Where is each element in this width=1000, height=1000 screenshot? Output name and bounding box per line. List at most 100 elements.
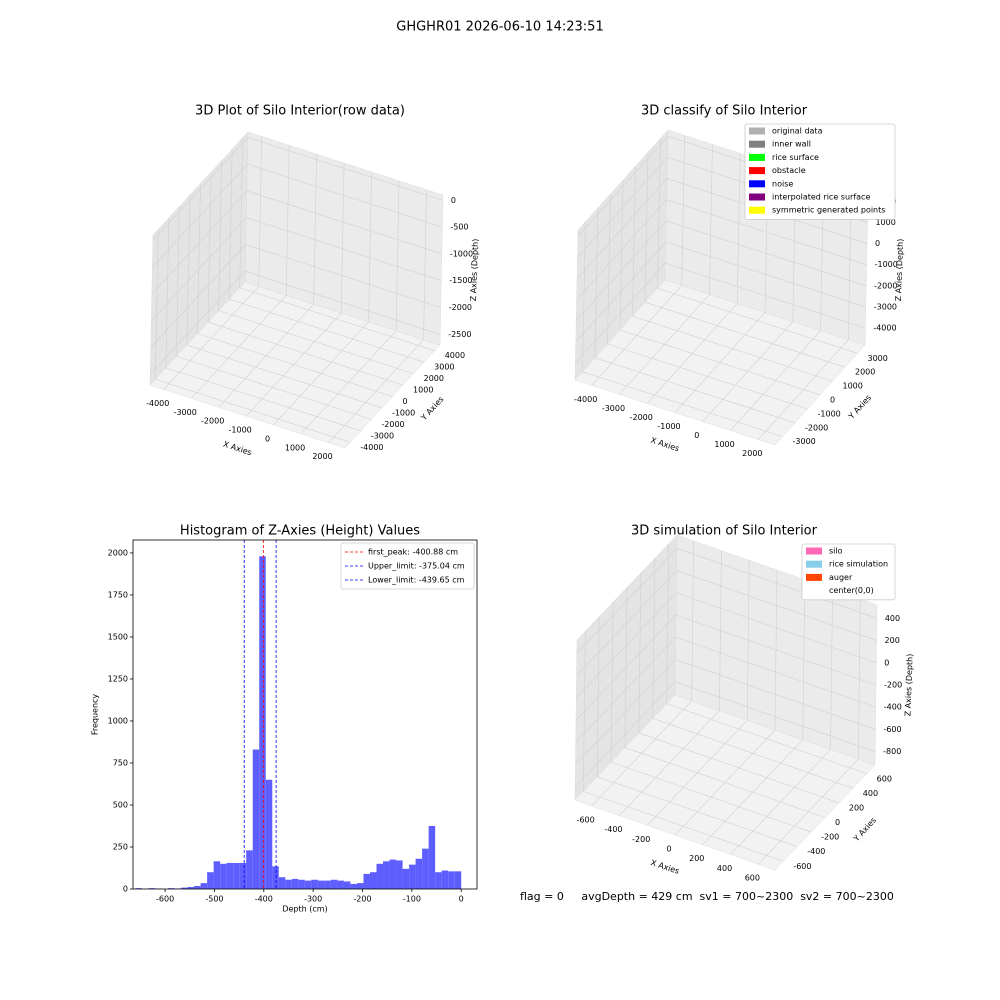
bar: [402, 868, 410, 889]
y-tick-label: 400: [863, 789, 878, 798]
x-tick-label: 600: [745, 874, 760, 883]
legend-label: auger: [829, 573, 853, 582]
bar: [194, 885, 201, 889]
grid-line: [676, 570, 877, 641]
bar: [317, 880, 325, 889]
grid-line: [576, 199, 667, 300]
bar: [311, 879, 318, 889]
z-tick-label: -4000: [873, 324, 896, 333]
x-tick-label: 0: [265, 434, 270, 443]
legend-label: rice surface: [772, 153, 819, 162]
bar: [415, 858, 423, 889]
grid-line: [611, 761, 812, 833]
grid-line: [676, 592, 877, 664]
legend-label: noise: [772, 179, 793, 188]
legend-label: obstacle: [772, 166, 806, 175]
bar: [200, 883, 208, 889]
y-tick-label: 2000: [424, 374, 444, 383]
grid-line: [340, 163, 345, 314]
legend-swatch: [749, 153, 765, 161]
grid-line: [165, 367, 361, 432]
z-tick-label: -1000: [875, 260, 898, 269]
grid-line: [644, 152, 649, 303]
legend-swatch: [749, 167, 765, 175]
grid-line: [575, 659, 676, 765]
grid-line: [165, 217, 170, 368]
z-axis-label: Z Axies (Depth): [469, 239, 480, 302]
y-tick-label: 1750: [108, 590, 128, 599]
y-tick-label: -600: [793, 862, 811, 871]
legend-swatch: [749, 127, 765, 135]
bar: [350, 883, 357, 889]
grid-line: [154, 229, 159, 380]
y-tick-label: 750: [113, 758, 128, 767]
grid-line: [736, 153, 741, 304]
bar: [278, 877, 286, 889]
y-axis-label: Y Axies: [851, 816, 878, 844]
bar: [389, 859, 397, 889]
grid-line: [675, 659, 876, 730]
y-tick-label: 200: [849, 803, 864, 812]
legend-label: inner wall: [772, 140, 811, 149]
x-tick-label: -100: [403, 895, 421, 904]
grid-line: [665, 262, 866, 329]
bar: [220, 863, 227, 889]
grid-line: [577, 136, 669, 237]
legend-label: symmetric generated points: [772, 206, 885, 215]
x-tick-label: 2000: [312, 452, 332, 461]
z-axis-label: Z Axies (Depth): [903, 654, 914, 717]
grid-line: [245, 271, 441, 335]
legend-swatch: [749, 140, 765, 148]
z-tick-label: -600: [883, 725, 901, 734]
bar: [409, 864, 416, 889]
grid-line: [575, 220, 667, 322]
y-tick-label: 1000: [413, 386, 433, 395]
y-tick-label: 1000: [843, 382, 863, 391]
x-tick-label: -1000: [229, 426, 252, 435]
legend-label: center(0,0): [829, 586, 874, 595]
bar: [324, 880, 331, 889]
grid-line: [576, 570, 677, 676]
y-tick-label: 1250: [108, 674, 128, 683]
z-tick-label: -1000: [450, 249, 473, 258]
x-tick-label: -1000: [657, 422, 680, 431]
grid-line: [246, 190, 442, 255]
y-tick-label: 0: [123, 885, 128, 894]
x-tick-label: -4000: [146, 399, 169, 408]
z-tick-label: -1500: [449, 276, 472, 285]
grid-line: [594, 357, 796, 424]
legend-swatch: [749, 206, 765, 214]
bar: [148, 888, 156, 889]
y-tick-label: -3000: [371, 431, 394, 440]
x-tick-label: -600: [577, 815, 595, 824]
x-tick-label: -2000: [201, 417, 224, 426]
chart-title: 3D Plot of Silo Interior(row data): [195, 104, 405, 119]
x-tick-label: -200: [632, 835, 650, 844]
bar: [291, 878, 299, 889]
z-tick-label: -2000: [449, 303, 472, 312]
y-tick-label: 600: [877, 774, 892, 783]
bar: [383, 861, 390, 889]
z-tick-label: -800: [883, 747, 901, 756]
plot-frame: [132, 539, 478, 890]
bar: [422, 848, 429, 889]
grid-line: [186, 344, 383, 409]
y-axis-label: Y Axies: [846, 393, 873, 421]
grid-line: [657, 288, 858, 354]
grid-line: [218, 310, 414, 374]
bar: [265, 779, 273, 889]
grid-line: [576, 548, 678, 654]
grid-line: [652, 718, 853, 789]
grid-line: [709, 144, 713, 295]
grid-line: [368, 171, 372, 322]
x-tick-label: 2000: [742, 449, 762, 458]
grid-line: [247, 137, 443, 201]
grid-line: [675, 636, 876, 708]
chart-title: 3D classify of Silo Interior: [641, 104, 808, 119]
y-tick-label: -200: [821, 833, 839, 842]
grid-line: [576, 178, 668, 279]
x-tick-label: -600: [156, 895, 174, 904]
legend-label: Lower_limit: -439.65 cm: [368, 576, 465, 585]
grid-line: [666, 220, 867, 287]
bar: [135, 888, 142, 889]
